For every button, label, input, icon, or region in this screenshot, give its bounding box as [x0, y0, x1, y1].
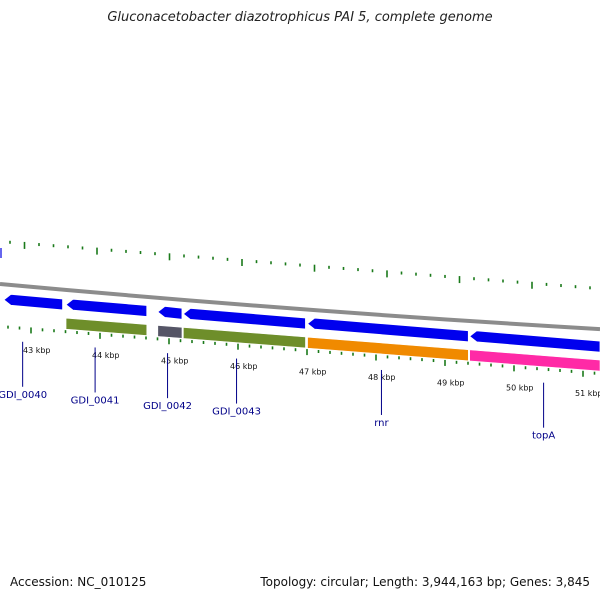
gene-cds-arrow	[3, 293, 63, 311]
scale-tick-label: 46 kbp	[230, 362, 258, 371]
genome-backbone	[0, 282, 600, 332]
gene-cog-band	[65, 317, 148, 336]
genome-summary-text: Topology: circular; Length: 3,944,163 bp…	[260, 575, 590, 589]
scale-tick-label: 50 kbp	[506, 384, 534, 393]
scale-tick-label: 44 kbp	[92, 351, 120, 360]
gene-cds-arrow	[469, 330, 600, 353]
gene-cds-arrow	[182, 307, 306, 330]
gene-cog-band	[157, 325, 183, 339]
edge-marker	[0, 248, 2, 258]
gene-name-label: rnr	[374, 418, 389, 429]
gene-cog-band	[307, 336, 469, 362]
gene-cds-arrow	[157, 305, 183, 320]
gene-name-label: GDI_0043	[212, 407, 261, 418]
gene-cds-arrow	[306, 317, 469, 343]
gene-cog-band	[183, 327, 306, 349]
accession-text: Accession: NC_010125	[10, 575, 147, 589]
gene-name-label: topA	[532, 431, 555, 442]
genome-title: Gluconacetobacter diazotrophicus PAI 5, …	[107, 10, 493, 25]
scale-tick-label: 45 kbp	[161, 357, 189, 366]
scale-tick-label: 43 kbp	[23, 346, 51, 355]
gene-cog-band	[469, 349, 600, 372]
scale-tick-label: 51 kbp	[575, 389, 600, 398]
gene-name-label: GDI_0041	[71, 395, 120, 406]
scale-tick-label: 47 kbp	[299, 367, 327, 376]
gene-cds-arrow	[65, 298, 148, 317]
gene-name-label: GDI_0042	[143, 401, 192, 412]
scale-tick-label: 49 kbp	[437, 378, 465, 387]
gene-name-label: GDI_0040	[0, 390, 47, 401]
